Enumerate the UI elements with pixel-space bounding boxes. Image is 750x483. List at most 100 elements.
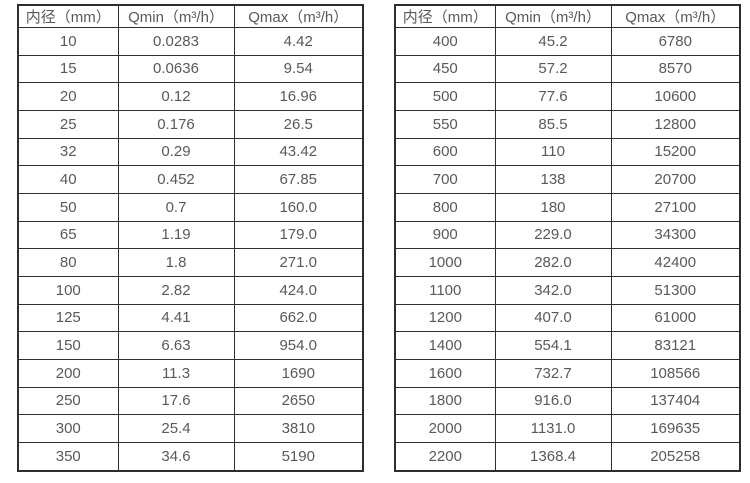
table-row: 400 45.2 6780 [394, 27, 741, 56]
qmax-cell: 108566 [610, 358, 741, 388]
table-row: 200 11.3 1690 [17, 358, 364, 388]
qmax-cell: 67.85 [233, 165, 364, 194]
table-row: 1000 282.0 42400 [394, 248, 741, 277]
spec-table-left: 内径（mm） Qmin（m³/h） Qmax（m³/h） 10 0.0283 4.42 15… [17, 4, 364, 472]
diameter-cell: 700 [394, 165, 496, 194]
table-row: 700 138 20700 [394, 165, 741, 194]
qmax-cell: 9.54 [233, 54, 364, 84]
table-row: 65 1.19 179.0 [17, 220, 364, 250]
qmin-cell: 25.4 [117, 414, 235, 443]
column-header: Qmin（m³/h） [494, 4, 612, 28]
table-row: 1800 916.0 137404 [394, 386, 741, 416]
header-row: 内径（mm） Qmin（m³/h） Qmax（m³/h） [17, 4, 364, 28]
qmin-cell: 77.6 [494, 82, 612, 111]
qmin-cell: 0.0636 [117, 54, 235, 84]
qmax-cell: 83121 [610, 331, 741, 360]
qmax-cell: 20700 [610, 165, 741, 194]
table-row: 1400 554.1 83121 [394, 331, 741, 360]
table-row: 250 17.6 2650 [17, 386, 364, 416]
diameter-cell: 25 [17, 109, 119, 139]
diameter-cell: 1400 [394, 331, 496, 360]
qmax-cell: 10600 [610, 82, 741, 111]
column-header: 内径（mm） [394, 4, 496, 28]
table-row: 10 0.0283 4.42 [17, 27, 364, 56]
column-header: 内径（mm） [17, 4, 119, 28]
qmax-cell: 34300 [610, 220, 741, 250]
table-row: 450 57.2 8570 [394, 54, 741, 84]
table-row: 300 25.4 3810 [17, 414, 364, 443]
qmax-cell: 205258 [610, 441, 741, 472]
qmin-cell: 11.3 [117, 358, 235, 388]
diameter-cell: 125 [17, 303, 119, 333]
table-row: 20 0.12 16.96 [17, 82, 364, 111]
qmax-cell: 4.42 [233, 27, 364, 56]
diameter-cell: 2000 [394, 414, 496, 443]
table-row: 800 180 27100 [394, 192, 741, 222]
table-row: 2000 1131.0 169635 [394, 414, 741, 443]
qmin-cell: 342.0 [494, 275, 612, 305]
qmin-cell: 17.6 [117, 386, 235, 416]
diameter-cell: 800 [394, 192, 496, 222]
qmax-cell: 8570 [610, 54, 741, 84]
qmin-cell: 916.0 [494, 386, 612, 416]
qmin-cell: 229.0 [494, 220, 612, 250]
diameter-cell: 100 [17, 275, 119, 305]
diameter-cell: 200 [17, 358, 119, 388]
qmax-cell: 27100 [610, 192, 741, 222]
qmax-cell: 26.5 [233, 109, 364, 139]
qmax-cell: 271.0 [233, 248, 364, 277]
qmin-cell: 57.2 [494, 54, 612, 84]
diameter-cell: 15 [17, 54, 119, 84]
qmin-cell: 0.452 [117, 165, 235, 194]
diameter-cell: 500 [394, 82, 496, 111]
table-row: 25 0.176 26.5 [17, 109, 364, 139]
qmax-cell: 2650 [233, 386, 364, 416]
qmin-cell: 1.8 [117, 248, 235, 277]
qmax-cell: 42400 [610, 248, 741, 277]
diameter-cell: 150 [17, 331, 119, 360]
diameter-cell: 1200 [394, 303, 496, 333]
column-header: Qmin（m³/h） [117, 4, 235, 28]
diameter-cell: 10 [17, 27, 119, 56]
diameter-cell: 600 [394, 137, 496, 167]
table-row: 32 0.29 43.42 [17, 137, 364, 167]
qmax-cell: 3810 [233, 414, 364, 443]
table-row: 600 110 15200 [394, 137, 741, 167]
qmax-cell: 6780 [610, 27, 741, 56]
qmax-cell: 5190 [233, 441, 364, 472]
table-row: 150 6.63 954.0 [17, 331, 364, 360]
table-row: 40 0.452 67.85 [17, 165, 364, 194]
qmax-cell: 179.0 [233, 220, 364, 250]
table-row: 1600 732.7 108566 [394, 358, 741, 388]
spec-table-right: 内径（mm） Qmin（m³/h） Qmax（m³/h） 400 45.2 6780 450… [394, 4, 741, 472]
qmin-cell: 407.0 [494, 303, 612, 333]
header-row: 内径（mm） Qmin（m³/h） Qmax（m³/h） [394, 4, 741, 28]
qmin-cell: 180 [494, 192, 612, 222]
qmin-cell: 85.5 [494, 109, 612, 139]
column-header: Qmax（m³/h） [233, 4, 364, 28]
diameter-cell: 20 [17, 82, 119, 111]
qmax-cell: 424.0 [233, 275, 364, 305]
table-row: 350 34.6 5190 [17, 441, 364, 472]
qmin-cell: 1131.0 [494, 414, 612, 443]
diameter-cell: 50 [17, 192, 119, 222]
qmax-cell: 1690 [233, 358, 364, 388]
table-row: 2200 1368.4 205258 [394, 441, 741, 472]
table-row: 1100 342.0 51300 [394, 275, 741, 305]
qmax-cell: 954.0 [233, 331, 364, 360]
table-row: 1200 407.0 61000 [394, 303, 741, 333]
diameter-cell: 350 [17, 441, 119, 472]
qmin-cell: 732.7 [494, 358, 612, 388]
qmin-cell: 0.0283 [117, 27, 235, 56]
table-row: 550 85.5 12800 [394, 109, 741, 139]
diameter-cell: 900 [394, 220, 496, 250]
qmin-cell: 282.0 [494, 248, 612, 277]
table-row: 50 0.7 160.0 [17, 192, 364, 222]
qmax-cell: 12800 [610, 109, 741, 139]
diameter-cell: 550 [394, 109, 496, 139]
diameter-cell: 40 [17, 165, 119, 194]
qmax-cell: 43.42 [233, 137, 364, 167]
qmin-cell: 1368.4 [494, 441, 612, 472]
qmin-cell: 45.2 [494, 27, 612, 56]
